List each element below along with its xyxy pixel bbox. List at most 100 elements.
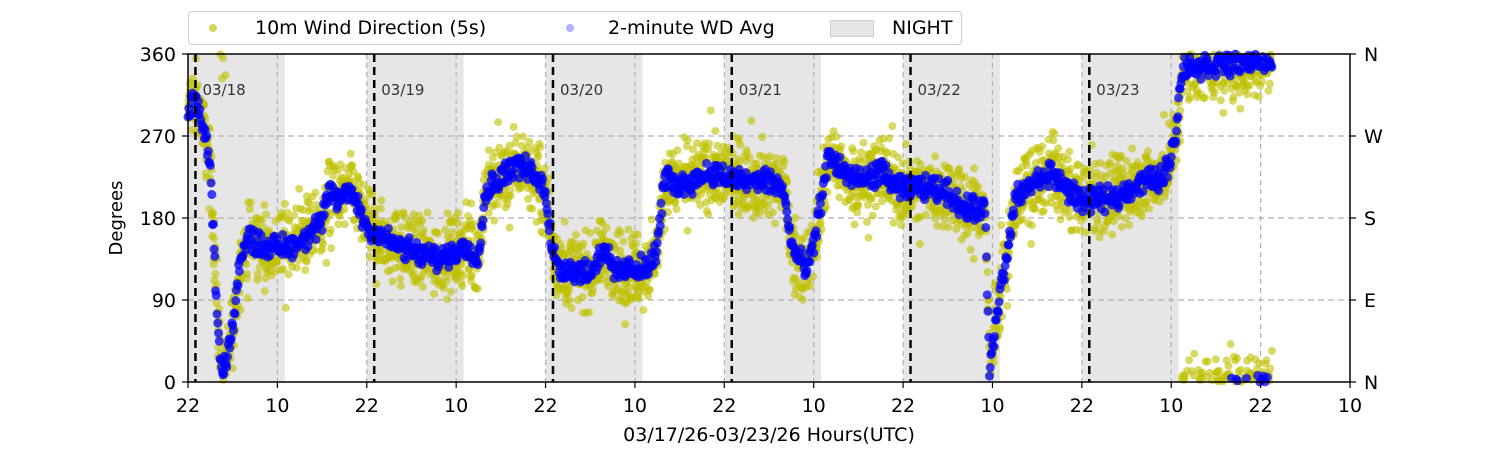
avg-wind-point <box>1100 207 1110 217</box>
raw-wind-point <box>683 136 692 145</box>
avg-wind-point <box>999 269 1009 279</box>
raw-wind-point <box>528 204 537 213</box>
x-tick-label: 10 <box>1338 395 1362 417</box>
raw-wind-point <box>1200 93 1209 102</box>
raw-wind-point <box>494 118 503 127</box>
x-tick-label: 22 <box>1070 395 1094 417</box>
raw-wind-point <box>633 230 642 239</box>
raw-wind-point <box>877 197 886 206</box>
raw-wind-point <box>540 164 549 173</box>
avg-wind-point <box>465 242 475 252</box>
raw-wind-point <box>524 194 533 203</box>
raw-wind-point <box>713 141 722 150</box>
raw-wind-point <box>952 225 961 234</box>
y-tick-label: 90 <box>152 290 176 312</box>
x-tick-label: 22 <box>176 395 200 417</box>
raw-wind-point <box>340 205 349 214</box>
raw-wind-point <box>902 140 911 149</box>
raw-wind-point <box>221 71 230 80</box>
avg-wind-point <box>1043 182 1053 192</box>
raw-wind-point <box>245 205 254 214</box>
avg-wind-point <box>477 222 487 232</box>
raw-wind-point <box>963 229 972 238</box>
avg-wind-point <box>652 238 662 248</box>
raw-wind-point <box>467 271 476 280</box>
raw-wind-point <box>1109 217 1118 226</box>
raw-wind-point <box>863 217 872 226</box>
y-tick-label: 180 <box>140 208 176 230</box>
x-axis-label: 03/17/26-03/23/26 Hours(UTC) <box>623 424 915 446</box>
raw-wind-point <box>1224 361 1233 370</box>
raw-wind-point <box>809 272 818 281</box>
x-tick-label: 22 <box>891 395 915 417</box>
raw-wind-point <box>645 285 654 294</box>
raw-wind-point <box>624 225 633 234</box>
raw-wind-point <box>1050 129 1059 138</box>
avg-wind-point <box>473 260 483 270</box>
avg-wind-point <box>1211 71 1221 81</box>
raw-wind-point <box>1229 93 1238 102</box>
raw-wind-point <box>285 216 294 225</box>
raw-wind-point <box>211 269 220 278</box>
raw-wind-point <box>519 132 528 141</box>
raw-wind-point <box>650 269 659 278</box>
avg-wind-point <box>989 342 999 352</box>
raw-wind-point <box>219 54 228 63</box>
raw-wind-point <box>1180 373 1189 382</box>
raw-wind-point <box>1090 226 1099 235</box>
raw-wind-point <box>1063 155 1072 164</box>
avg-wind-point <box>541 187 551 197</box>
raw-wind-point <box>473 284 482 293</box>
raw-wind-point <box>468 220 477 229</box>
avg-wind-point <box>1004 240 1014 250</box>
avg-wind-point <box>222 362 232 372</box>
raw-wind-point <box>536 143 545 152</box>
right-y-tick-label: N <box>1364 44 1378 66</box>
raw-wind-point <box>209 208 218 217</box>
raw-wind-point <box>1054 144 1063 153</box>
avg-wind-point <box>984 371 994 381</box>
raw-wind-point <box>1122 157 1131 166</box>
raw-wind-point <box>511 138 520 147</box>
raw-wind-point <box>983 268 992 277</box>
raw-wind-point <box>1056 215 1065 224</box>
avg-wind-point <box>999 275 1009 285</box>
raw-wind-point <box>243 294 252 303</box>
raw-wind-point <box>1003 301 1012 310</box>
raw-wind-point <box>1117 222 1126 231</box>
raw-wind-point <box>388 277 397 286</box>
avg-wind-point <box>265 251 275 261</box>
raw-wind-point <box>302 257 311 266</box>
raw-wind-point <box>209 234 218 243</box>
raw-wind-point <box>1128 144 1137 153</box>
raw-wind-point <box>348 161 357 170</box>
raw-wind-point <box>368 190 377 199</box>
x-tick-label: 22 <box>712 395 736 417</box>
avg-wind-point <box>604 242 614 252</box>
raw-wind-point <box>261 274 270 283</box>
avg-wind-point <box>543 209 553 219</box>
raw-wind-point <box>493 200 502 209</box>
raw-wind-point <box>849 147 858 156</box>
raw-wind-point <box>506 191 515 200</box>
raw-wind-point <box>1066 164 1075 173</box>
raw-wind-point <box>1038 142 1047 151</box>
raw-wind-point <box>1073 160 1082 169</box>
avg-wind-point <box>1166 152 1176 162</box>
raw-wind-point <box>799 233 808 242</box>
legend: 10m Wind Direction (5s) 2-minute WD Avg … <box>188 11 962 45</box>
x-tick-label: 10 <box>444 395 468 417</box>
legend-item-avg: 2-minute WD Avg <box>566 17 775 39</box>
raw-wind-point <box>1254 92 1263 101</box>
raw-wind-point <box>864 233 873 242</box>
raw-wind-point <box>1159 110 1168 119</box>
raw-wind-point <box>837 142 846 151</box>
avg-wind-point <box>206 178 216 188</box>
avg-wind-point <box>943 175 953 185</box>
raw-wind-point <box>505 141 514 150</box>
raw-wind-point <box>560 217 569 226</box>
legend-label-avg: 2-minute WD Avg <box>608 17 775 39</box>
legend-label-raw: 10m Wind Direction (5s) <box>255 17 487 39</box>
legend-label-night: NIGHT <box>892 17 953 39</box>
avg-wind-point <box>212 309 222 319</box>
